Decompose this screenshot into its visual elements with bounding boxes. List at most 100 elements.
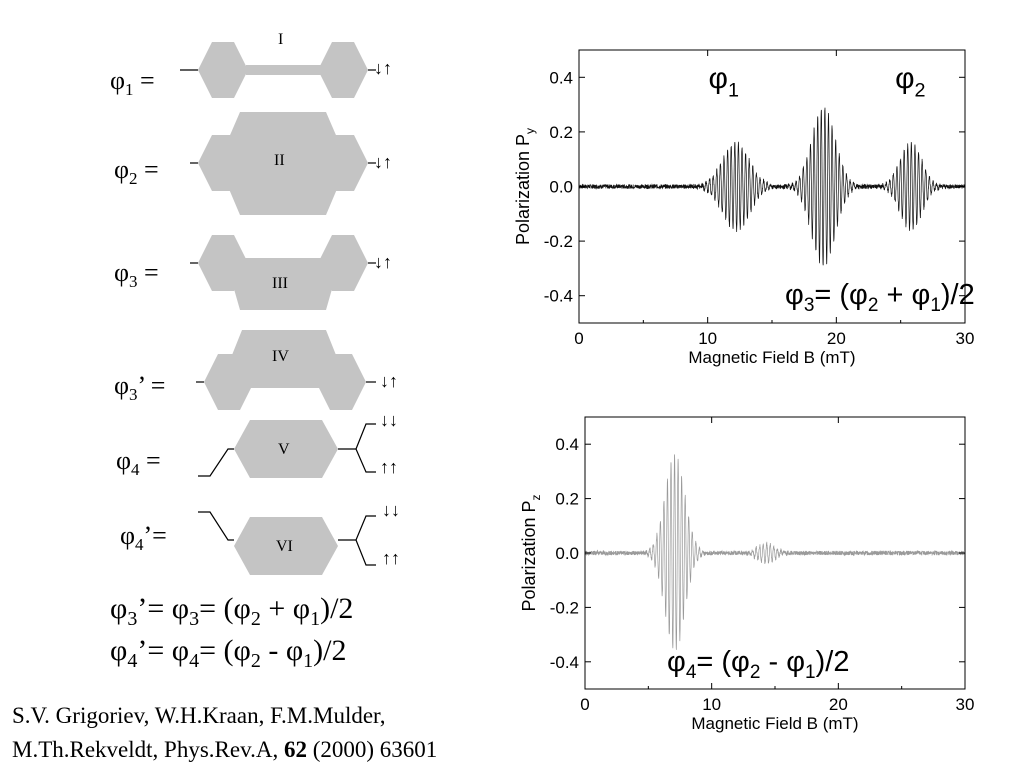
phi-subscript: 4 [127,650,138,672]
phi3-prime-label: φ3’ = [114,371,166,405]
row5-center-hexagon [234,420,338,478]
citation: S.V. Grigoriev, W.H.Kraan, F.M.Mulder, M… [12,699,437,767]
spin-arrows-row1: ↓↑ [374,58,392,78]
spin-arrows-row4: ↓↑ [380,371,398,391]
y-tick-label: 0.2 [555,490,579,509]
row1-right-hexagon [318,42,368,98]
roman-numeral-ii: II [274,152,285,169]
x-tick-label: 0 [580,695,589,714]
x-tick-label: 30 [956,695,975,714]
chart-polarization-pz: 0 10 20 30 0.4 0.2 0.0 -0.2 -0.4 Magnetic Field B… [519,416,975,733]
x-axis-label: Magnetic Field B (mT) [691,714,858,733]
phi-subscript: 2 [250,608,261,630]
phi-symbol: φ [116,446,132,475]
row2-center-hexagon [218,112,348,215]
x-tick-label: 10 [702,695,721,714]
phi-subscript: 2 [250,650,261,672]
y-tick-label: -0.4 [550,653,579,672]
roman-numeral-v: V [278,441,290,458]
phi-subscript: 4 [131,460,140,480]
equals-sign: = [139,446,161,475]
signal-line [578,107,966,266]
phi-subscript: 1 [303,650,314,672]
citation-volume: 62 [283,737,307,762]
equals-sign: ’= [143,521,167,550]
row3-center-hexagon [230,258,336,310]
row6-center-hexagon [234,517,338,575]
formula-text: )/2 [313,634,347,667]
formula-operator: + [260,592,293,625]
phi-symbol: φ [171,592,190,625]
phi-symbol: φ [233,592,251,625]
phi-subscript: 1 [310,608,321,630]
phi-symbol: φ [110,66,126,95]
y-tick-label: 0.0 [549,178,573,197]
y-tick-label: -0.2 [544,232,573,251]
phi2-label: φ2 = [114,155,159,189]
phi-subscript: 3 [129,385,138,405]
phi-symbol: φ [233,634,251,667]
phi4-prime-label: φ4’= [120,521,167,555]
phi3-label: φ3 = [114,258,159,292]
formula-text: ’= [137,592,172,625]
row1-left-hexagon [198,42,248,98]
citation-line-2: M.Th.Rekveldt, Phys.Rev.A, 62 (2000) 636… [12,733,437,767]
formula-operator: - [260,634,286,667]
relation-line-2: φ4’= φ4= (φ2 - φ1)/2 [110,634,346,673]
phi-symbol: φ [110,592,128,625]
phi-symbol: φ [171,634,190,667]
phi-subscript: 3 [189,608,200,630]
y-tick-label: 0.0 [555,544,579,563]
y-tick-label: -0.2 [550,598,579,617]
phi-subscript: 3 [129,272,138,292]
spin-arrows-row6-bottom: ↑↑ [382,548,400,568]
x-tick-label: 0 [574,329,583,348]
row4-center-hexagon [232,330,336,388]
phi-subscript: 3 [127,608,138,630]
chart-polarization-py: 0 10 20 30 0.4 0.2 0.0 -0.2 -0.4 Magnetic Field B… [513,49,975,367]
phi-subscript: 2 [129,169,138,189]
roman-numeral-i: I [278,31,284,48]
equals-sign: = [137,258,159,287]
phi1-label: φ1 = [110,66,155,100]
equals-sign: = [137,155,159,184]
phi-subscript: 1 [125,80,134,100]
y-tick-label: 0.4 [549,68,573,87]
phi-symbol: φ [285,634,304,667]
spin-arrows-row5-top: ↓↓ [380,410,398,430]
chart-formula: φ3= (φ2 + φ1)/2 [785,279,975,316]
phi-subscript: 4 [135,535,144,555]
phi-annotation: φ1 [709,62,739,101]
phi4-label: φ4 = [116,446,161,480]
chart-formula: φ4= (φ2 - φ1)/2 [667,646,849,683]
y-tick-label: 0.4 [555,435,579,454]
spin-arrows-row2: ↓↑ [374,152,392,172]
phi-symbol: φ [114,258,130,287]
spin-state-shapes [180,42,376,575]
formula-text: ’= [137,634,172,667]
phi-symbol: φ [110,634,128,667]
citation-line-1: S.V. Grigoriev, W.H.Kraan, F.M.Mulder, [12,703,386,728]
citation-authors: M.Th.Rekveldt, Phys.Rev.A, [12,737,284,762]
x-tick-label: 20 [827,329,846,348]
spin-arrows-row3: ↓↑ [374,252,392,272]
equals-sign: ’ = [137,371,166,400]
phi-annotation: φ2 [895,62,925,101]
phi-subscript: 4 [189,650,200,672]
roman-numeral-iii: III [272,275,288,292]
x-tick-label: 10 [698,329,717,348]
formula-text: = ( [199,634,234,667]
formula-text: = ( [199,592,234,625]
phi-symbol: φ [114,155,130,184]
y-axis-label: Polarization Pz [519,494,543,611]
x-axis-label: Magnetic Field B (mT) [688,348,855,367]
x-tick-label: 30 [956,329,975,348]
spin-arrows-row5-bottom: ↑↑ [380,457,398,477]
phi-symbol: φ [114,371,130,400]
relation-line-1: φ3’= φ3= (φ2 + φ1)/2 [110,592,353,631]
formula-text: )/2 [320,592,354,625]
x-tick-label: 20 [829,695,848,714]
y-axis-label: Polarization Py [513,128,537,245]
phi-symbol: φ [120,521,136,550]
row1-connector [246,65,322,75]
